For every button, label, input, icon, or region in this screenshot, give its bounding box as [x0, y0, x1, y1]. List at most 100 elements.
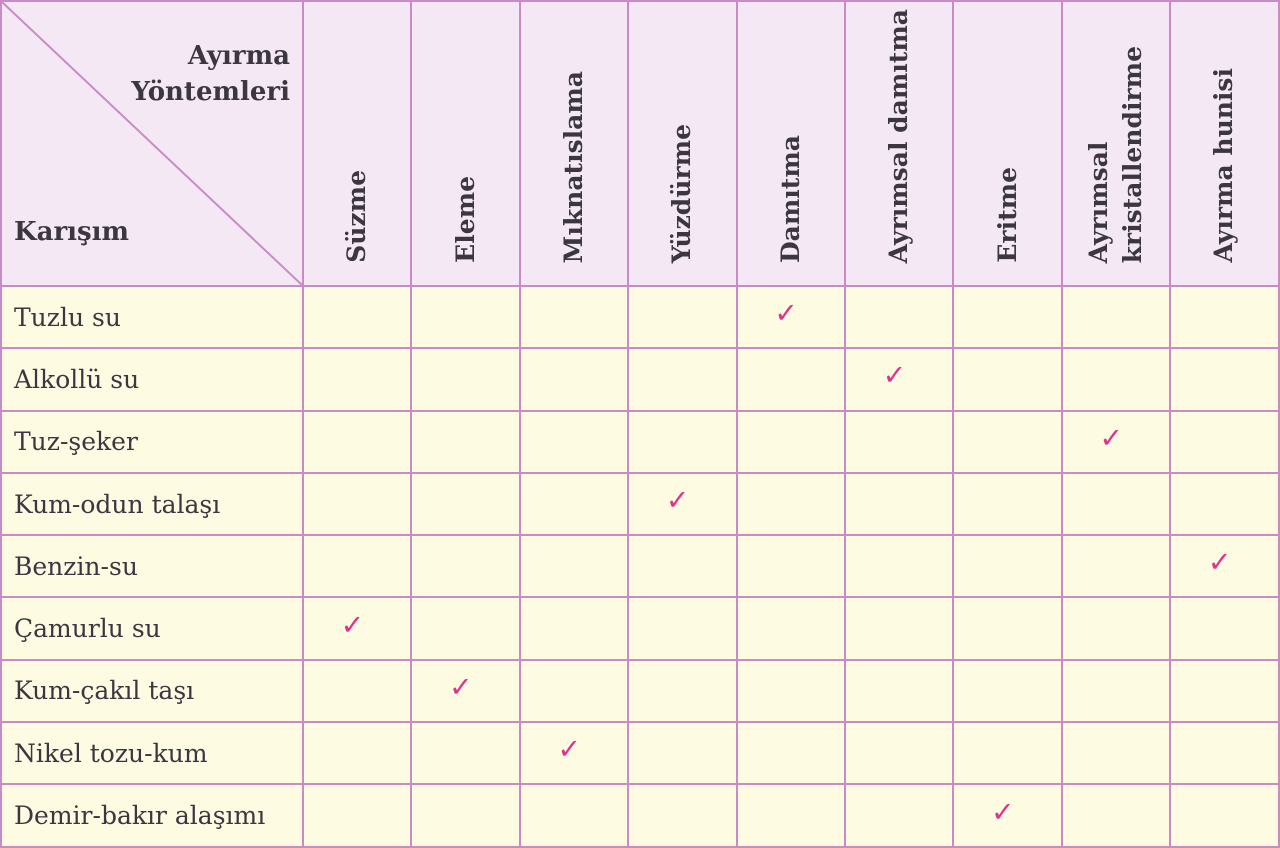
column-header-method: Yüzdürme — [629, 0, 738, 287]
column-header-label: Ayrımsal kristallendirme — [1083, 45, 1147, 263]
table-cell: ✓ — [845, 349, 955, 412]
table-cell — [1062, 660, 1172, 724]
table-cell — [304, 536, 413, 599]
table-cell — [304, 411, 413, 474]
table-cell — [845, 411, 955, 474]
table-cell — [1171, 660, 1280, 724]
table-cell — [1062, 287, 1172, 350]
table-cell — [304, 473, 413, 537]
row-header-mixture: Kum-odun talaşı — [0, 473, 304, 537]
table-cell — [954, 349, 1063, 412]
table-cell — [954, 411, 1063, 474]
column-header-method: Eritme — [954, 0, 1063, 287]
table-cell — [629, 536, 738, 599]
table-cell — [737, 411, 846, 474]
table-cell: ✓ — [629, 473, 738, 537]
column-header-method: Eleme — [412, 0, 521, 287]
table-cell — [954, 473, 1063, 537]
table-cell: ✓ — [1171, 536, 1280, 599]
diagonal-divider — [2, 2, 302, 285]
table-cell — [629, 287, 738, 350]
table-cell — [737, 660, 846, 724]
column-header-method: Damıtma — [737, 0, 846, 287]
row-header-mixture: Demir-bakır alaşımı — [0, 785, 304, 848]
table-cell — [520, 349, 630, 412]
table-cell — [845, 536, 955, 599]
table-cell — [954, 598, 1063, 661]
table-cell — [520, 411, 630, 474]
table-cell — [412, 473, 521, 537]
table-cell — [412, 349, 521, 412]
check-mark-icon: ✓ — [774, 296, 798, 330]
row-header-mixture: Benzin-su — [0, 536, 304, 599]
row-header-mixture: Tuz-şeker — [0, 411, 304, 474]
table-cell — [304, 660, 413, 724]
table-cell — [520, 473, 630, 537]
table-cell — [1062, 598, 1172, 661]
table-cell — [737, 473, 846, 537]
table-cell — [520, 660, 630, 724]
table-cell: ✓ — [412, 660, 521, 724]
table-cell — [629, 349, 738, 412]
table-cell — [737, 536, 846, 599]
table-cell — [629, 660, 738, 724]
column-header-method: Mıknatıslama — [520, 0, 630, 287]
column-header-label: Ayırma hunisi — [1209, 68, 1239, 263]
column-header-label: Eleme — [450, 176, 480, 263]
table-cell — [845, 660, 955, 724]
mixture-axis-label: Karışım — [14, 217, 130, 247]
table-cell — [1171, 287, 1280, 350]
table-cell — [304, 723, 413, 786]
column-header-label: Eritme — [992, 167, 1022, 263]
row-header-mixture: Tuzlu su — [0, 287, 304, 350]
check-mark-icon: ✓ — [882, 359, 907, 393]
table-cell — [1062, 723, 1172, 786]
table-cell — [629, 411, 738, 474]
check-mark-icon: ✓ — [665, 483, 690, 517]
table-cell — [629, 598, 738, 661]
table-cell — [412, 723, 521, 786]
table-cell — [1171, 785, 1280, 848]
check-mark-icon: ✓ — [557, 732, 582, 766]
table-cell — [954, 287, 1063, 350]
table-cell — [954, 723, 1063, 786]
column-header-label: Süzme — [342, 170, 372, 263]
row-header-mixture: Çamurlu su — [0, 598, 304, 661]
table-cell: ✓ — [737, 287, 846, 350]
table-cell — [304, 785, 413, 848]
row-header-mixture: Kum-çakıl taşı — [0, 660, 304, 724]
table-cell — [845, 598, 955, 661]
table-cell — [1171, 349, 1280, 412]
column-header-label: Ayrımsal damıtma — [884, 8, 914, 263]
table-cell — [520, 536, 630, 599]
column-header-method: Ayrımsal damıtma — [845, 0, 955, 287]
table-cell — [1062, 349, 1172, 412]
table-cell — [629, 723, 738, 786]
check-mark-icon: ✓ — [340, 608, 365, 642]
table-cell — [520, 785, 630, 848]
table-cell — [1171, 723, 1280, 786]
methods-label-line1: Ayırma — [187, 41, 290, 71]
row-header-mixture: Alkollü su — [0, 349, 304, 412]
check-mark-icon: ✓ — [1099, 421, 1123, 455]
table-cell — [737, 349, 846, 412]
table-cell — [629, 785, 738, 848]
table-cell: ✓ — [1062, 411, 1172, 474]
corner-header-cell: Ayırma Yöntemleri Karışım — [0, 0, 304, 287]
check-mark-icon: ✓ — [449, 670, 473, 704]
column-header-method: Süzme — [304, 0, 413, 287]
table-cell — [845, 785, 955, 848]
table-cell — [1171, 598, 1280, 661]
table-cell — [954, 660, 1063, 724]
table-cell — [737, 598, 846, 661]
column-header-label: Yüzdürme — [667, 123, 697, 263]
table-cell — [412, 287, 521, 350]
column-header-label: Damıtma — [775, 134, 805, 263]
row-header-mixture: Nikel tozu-kum — [0, 723, 304, 786]
table-cell — [1171, 473, 1280, 537]
check-mark-icon: ✓ — [1207, 545, 1232, 579]
table-cell: ✓ — [954, 785, 1063, 848]
table-cell — [304, 287, 413, 350]
methods-axis-label: Ayırma Yöntemleri — [131, 38, 290, 110]
